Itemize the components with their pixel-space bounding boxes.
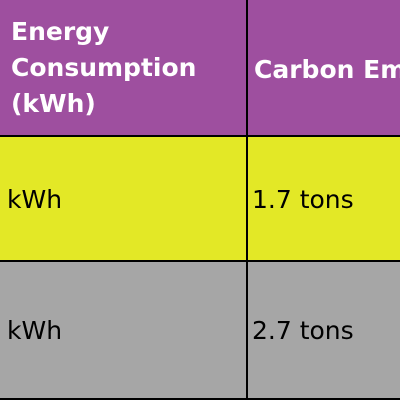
header-energy-line-3: (kWh) <box>11 89 96 118</box>
header-energy-line-1: Energy <box>11 17 110 46</box>
header-energy-line-2: Consumption <box>11 53 197 82</box>
row-2-energy-cell: kWh <box>0 262 246 398</box>
header-energy-label: Energy Consumption (kWh) <box>11 14 196 122</box>
row-2-carbon-cell: 2.7 tons <box>248 262 400 398</box>
row-1-energy-value: kWh <box>7 185 63 214</box>
header-carbon-label: Carbon Emissions <box>254 55 400 84</box>
row-2-carbon-value: 2.7 tons <box>252 316 354 345</box>
header-carbon-emissions: Carbon Emissions <box>248 0 400 135</box>
row-1-carbon-value: 1.7 tons <box>252 185 354 214</box>
header-energy-consumption: Energy Consumption (kWh) <box>0 0 246 135</box>
row-1-energy-cell: kWh <box>0 137 246 260</box>
row-2-energy-value: kWh <box>7 316 63 345</box>
row-1-carbon-cell: 1.7 tons <box>248 137 400 260</box>
